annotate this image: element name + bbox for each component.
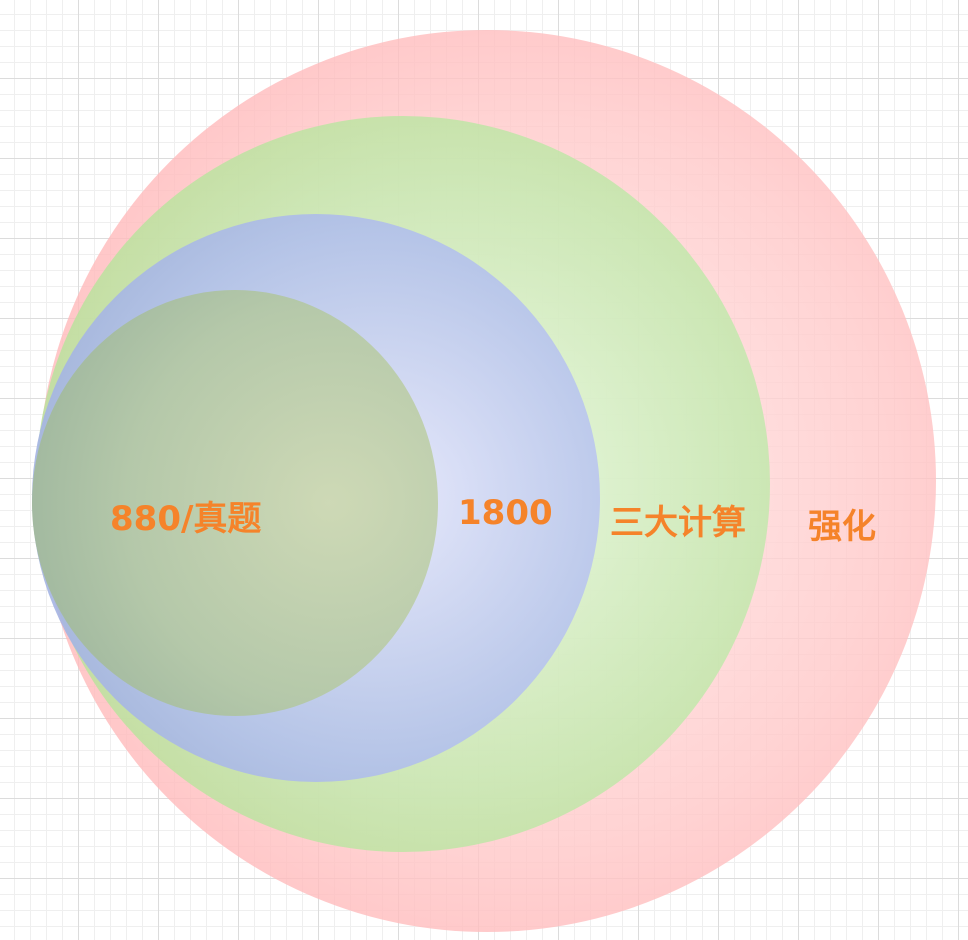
inner-label: 1800	[458, 493, 553, 533]
outer-label: 强化	[808, 507, 876, 547]
core-label: 880/真题	[110, 499, 262, 539]
middle-label: 三大计算	[610, 503, 746, 543]
core-circle	[32, 290, 438, 716]
